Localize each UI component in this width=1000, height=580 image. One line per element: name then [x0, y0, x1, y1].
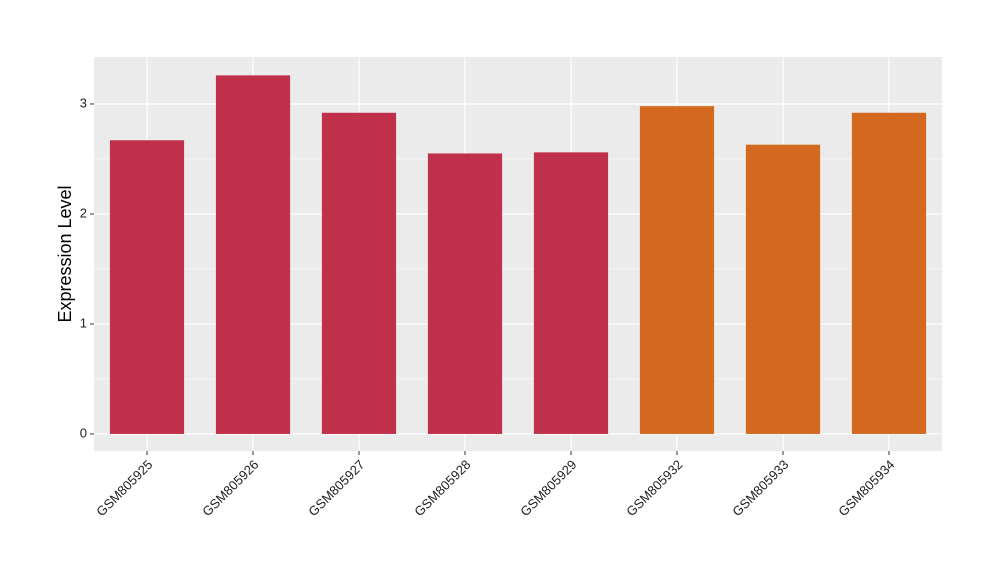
x-tick-label: GSM805932 — [623, 457, 685, 519]
bar — [639, 106, 715, 434]
bar — [109, 140, 185, 434]
x-tick-label: GSM805926 — [199, 457, 261, 519]
x-tick-label: GSM805925 — [93, 457, 155, 519]
y-tick-label: 3 — [80, 95, 87, 110]
bar — [851, 112, 927, 434]
y-tick-label: 1 — [80, 315, 87, 330]
bar — [321, 112, 397, 434]
bar — [533, 152, 609, 434]
bar — [215, 75, 291, 434]
x-tick-label: GSM805929 — [517, 457, 579, 519]
x-tick-label: GSM805934 — [835, 457, 897, 519]
x-tick-label: GSM805927 — [305, 457, 367, 519]
bar — [745, 144, 821, 434]
y-tick-label: 0 — [80, 425, 87, 440]
x-tick-label: GSM805933 — [729, 457, 791, 519]
y-axis-title: Expression Level — [55, 185, 75, 322]
y-tick-label: 2 — [80, 205, 87, 220]
bar — [427, 153, 503, 434]
x-tick-label: GSM805928 — [411, 457, 473, 519]
